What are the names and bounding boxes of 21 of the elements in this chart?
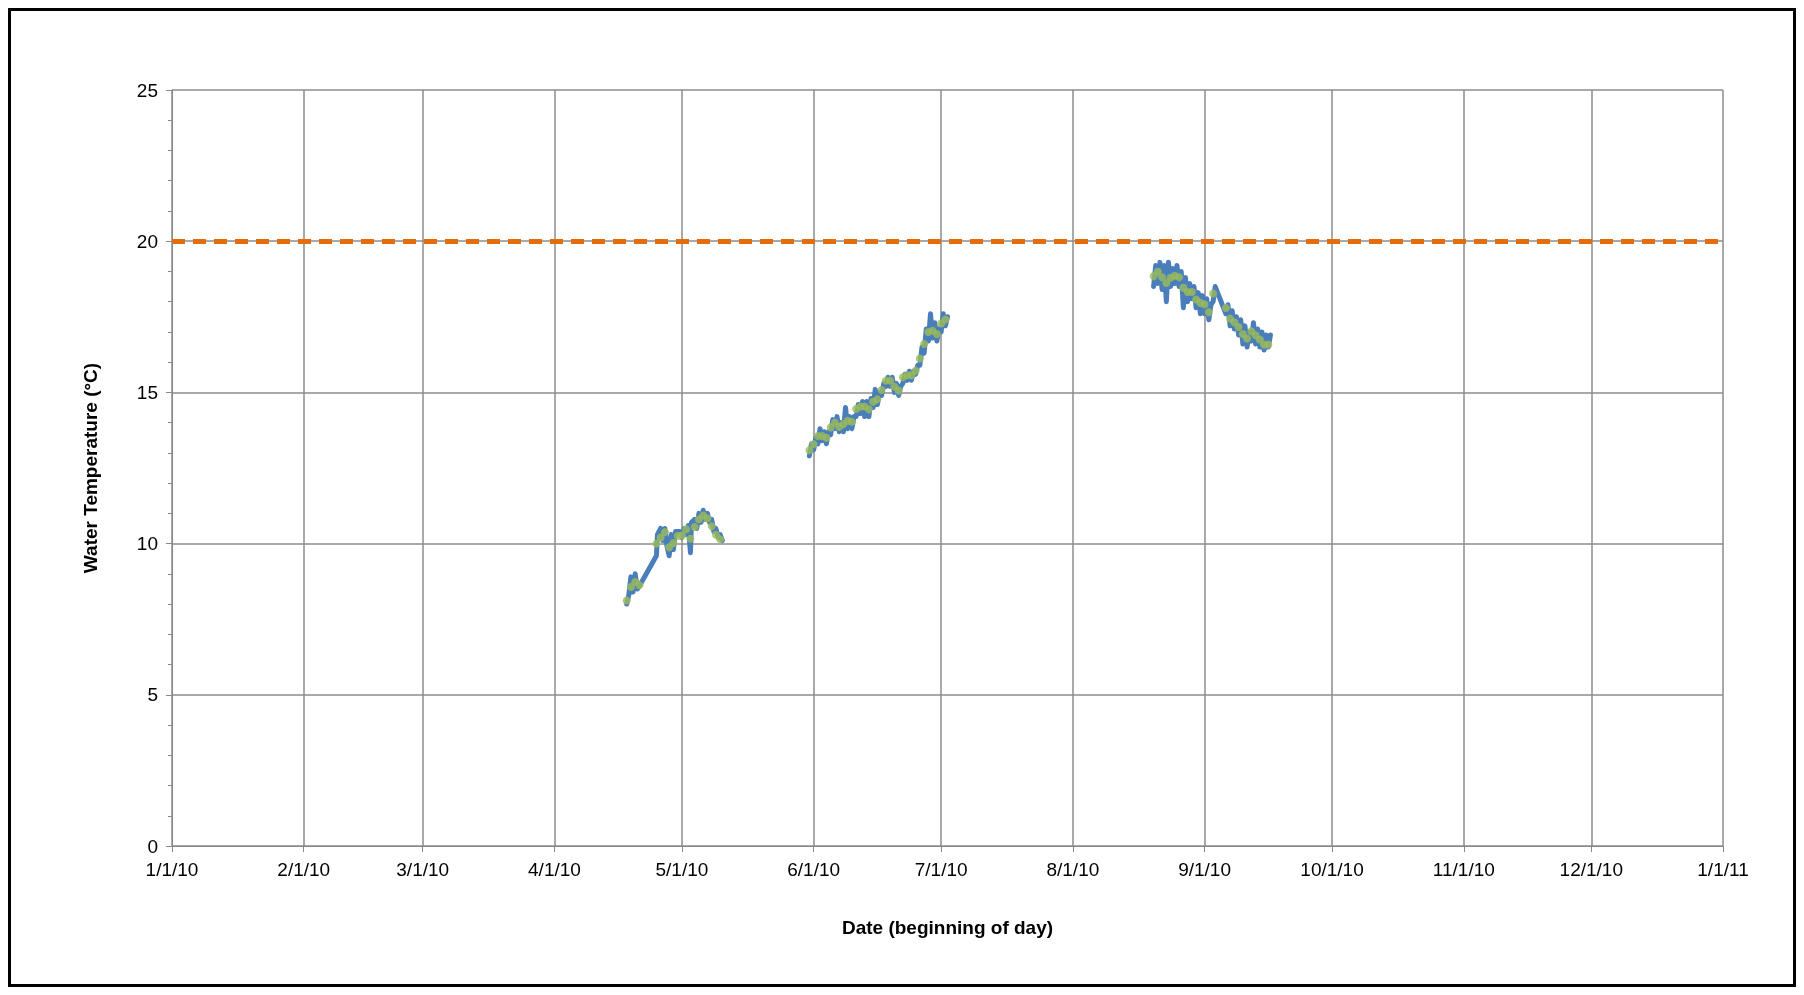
x-tick-label: 4/1/10 (528, 859, 581, 880)
x-tick-label: 9/1/10 (1178, 859, 1231, 880)
x-tick-label: 11/1/10 (1432, 859, 1495, 880)
x-tick-label: 2/1/10 (277, 859, 331, 880)
x-tick-label: 1/1/10 (145, 859, 199, 880)
y-tick-label: 0 (147, 835, 158, 857)
x-tick-label: 3/1/10 (396, 859, 450, 880)
x-axis-title: Date (beginning of day) (841, 917, 1054, 938)
y-tick-label: 25 (136, 79, 158, 101)
x-tick-label: 6/1/10 (787, 859, 841, 880)
y-axis-title: Water Temperature (°C) (80, 362, 101, 574)
x-tick-label: 10/1/10 (1300, 859, 1364, 880)
y-tick-label: 5 (147, 684, 158, 706)
x-tick-label: 1/1/11 (1697, 859, 1749, 880)
y-tick-label: 20 (136, 230, 158, 252)
y-tick-label: 15 (136, 381, 158, 403)
y-tick-label: 10 (136, 533, 158, 555)
x-tick-label: 8/1/10 (1046, 859, 1100, 880)
x-tick-label: 7/1/10 (914, 859, 968, 880)
x-tick-label: 5/1/10 (655, 859, 709, 880)
x-tick-label: 12/1/10 (1559, 859, 1623, 880)
